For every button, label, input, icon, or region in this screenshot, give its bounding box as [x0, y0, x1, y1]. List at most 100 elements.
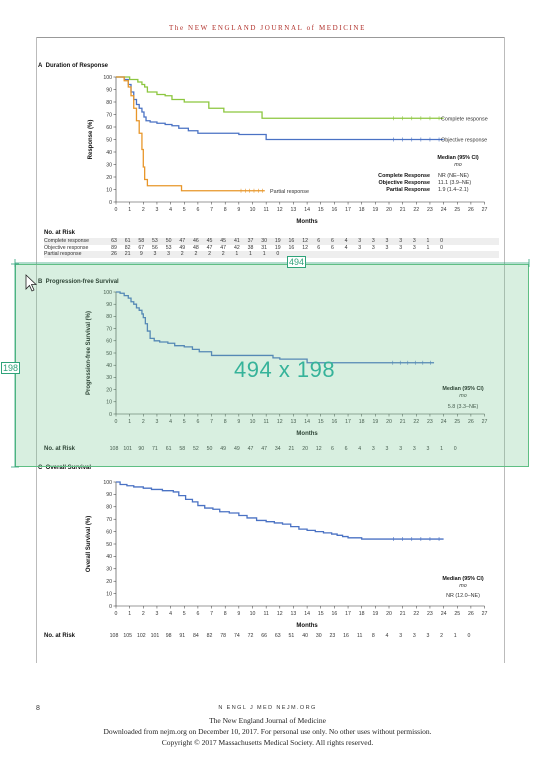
y-tick-label: 90 [106, 302, 112, 308]
risk-value: 0 [440, 244, 444, 251]
risk-value: 21 [124, 251, 131, 257]
risk-value: 102 [136, 633, 146, 639]
series-line [116, 481, 444, 540]
x-tick-label: 21 [400, 207, 406, 213]
y-axis-title: Progression-free Survival (%) [86, 311, 92, 395]
risk-value: 0 [440, 238, 444, 244]
risk-value: 0 [276, 251, 280, 257]
x-tick-label: 8 [224, 419, 227, 425]
risk-value: 3 [153, 251, 157, 257]
risk-value: 9 [139, 251, 143, 257]
y-tick-label: 0 [109, 604, 112, 610]
x-tick-label: 26 [468, 207, 474, 213]
median-row-value: NR (NE–NE) [438, 173, 469, 179]
risk-value: 74 [233, 633, 240, 639]
x-tick-label: 25 [454, 419, 460, 425]
x-tick-label: 13 [291, 419, 297, 425]
risk-value: 101 [150, 633, 160, 639]
risk-value: 4 [344, 238, 348, 244]
x-tick-label: 7 [210, 207, 213, 213]
risk-value: 72 [247, 633, 254, 639]
y-tick-label: 0 [109, 200, 112, 206]
y-tick-label: 40 [106, 363, 112, 369]
risk-value: 49 [220, 446, 227, 452]
risk-value: 91 [179, 633, 186, 639]
x-tick-label: 4 [169, 419, 172, 425]
x-tick-label: 10 [250, 207, 256, 213]
mouse-cursor-icon [25, 274, 38, 292]
y-tick-label: 10 [106, 400, 112, 406]
risk-value: 16 [288, 244, 295, 251]
risk-value: 3 [399, 238, 403, 244]
risk-value: 45 [220, 238, 227, 244]
measurement-overlay[interactable] [15, 264, 529, 467]
median-value: NR (12.0–NE) [446, 593, 480, 599]
risk-value: 56 [152, 244, 158, 251]
y-tick-label: 100 [103, 290, 112, 296]
risk-value: 20 [302, 446, 308, 452]
x-tick-label: 15 [318, 419, 324, 425]
risk-value: 4 [344, 244, 348, 251]
risk-value: 3 [385, 238, 389, 244]
y-tick-label: 90 [106, 492, 112, 498]
risk-value: 3 [167, 251, 171, 257]
risk-value: 6 [344, 446, 348, 452]
x-tick-label: 2 [142, 207, 145, 213]
partial-response-label: Partial response [270, 189, 309, 195]
x-tick-label: 8 [224, 611, 227, 617]
risk-value: 3 [371, 244, 375, 251]
x-tick-label: 14 [304, 611, 310, 617]
risk-value: 53 [165, 244, 172, 251]
x-tick-label: 7 [210, 419, 213, 425]
x-tick-label: 15 [318, 207, 324, 213]
x-tick-label: 16 [332, 207, 338, 213]
risk-value: 21 [288, 446, 295, 452]
risk-value: 3 [385, 446, 389, 452]
median-row-label: Partial Response [386, 187, 430, 193]
risk-value: 1 [235, 251, 239, 257]
risk-value: 38 [247, 244, 254, 251]
median-unit: mo [459, 393, 467, 399]
y-tick-label: 60 [106, 529, 112, 535]
x-tick-label: 23 [427, 419, 433, 425]
x-tick-label: 27 [482, 611, 488, 617]
x-tick-label: 10 [250, 419, 256, 425]
x-tick-label: 1 [128, 611, 131, 617]
risk-value: 34 [274, 446, 281, 452]
risk-value: 6 [317, 244, 321, 251]
risk-value: 12 [302, 238, 308, 244]
x-tick-label: 1 [128, 207, 131, 213]
y-tick-label: 50 [106, 351, 112, 357]
journal-header: The NEW ENGLAND JOURNAL of MEDICINE [169, 24, 366, 32]
risk-value: 50 [165, 238, 172, 244]
risk-value: 49 [179, 244, 186, 251]
x-tick-label: 1 [128, 419, 131, 425]
risk-row-label: Complete response [44, 238, 89, 244]
x-tick-label: 11 [263, 611, 268, 617]
y-tick-label: 100 [103, 480, 112, 486]
y-tick-label: 20 [106, 387, 112, 393]
risk-value: 63 [111, 238, 117, 244]
y-tick-label: 100 [103, 75, 112, 81]
median-header: Median (95% CI) [437, 155, 479, 161]
risk-value: 52 [193, 446, 199, 452]
risk-value: 6 [330, 244, 334, 251]
x-tick-label: 7 [210, 611, 213, 617]
x-tick-label: 25 [454, 207, 460, 213]
y-tick-label: 80 [106, 100, 112, 106]
x-tick-label: 0 [115, 207, 118, 213]
median-unit: mo [459, 583, 467, 589]
median-row-value: 11.1 (3.9–NE) [438, 180, 471, 186]
x-tick-label: 3 [156, 419, 159, 425]
risk-value: 105 [123, 633, 132, 639]
risk-value: 3 [412, 238, 416, 244]
risk-value: 8 [371, 633, 375, 639]
risk-value: 6 [317, 238, 321, 244]
risk-table-c: No. at Risk 108 105 102 101 98 91 84 82 78 74 72 66 6… [0, 632, 535, 644]
y-axis-title: Response (%) [88, 120, 94, 160]
x-tick-label: 3 [156, 207, 159, 213]
figure-right-border [504, 37, 505, 663]
risk-value: 98 [165, 633, 172, 639]
risk-row-label: Objective response [44, 244, 89, 251]
